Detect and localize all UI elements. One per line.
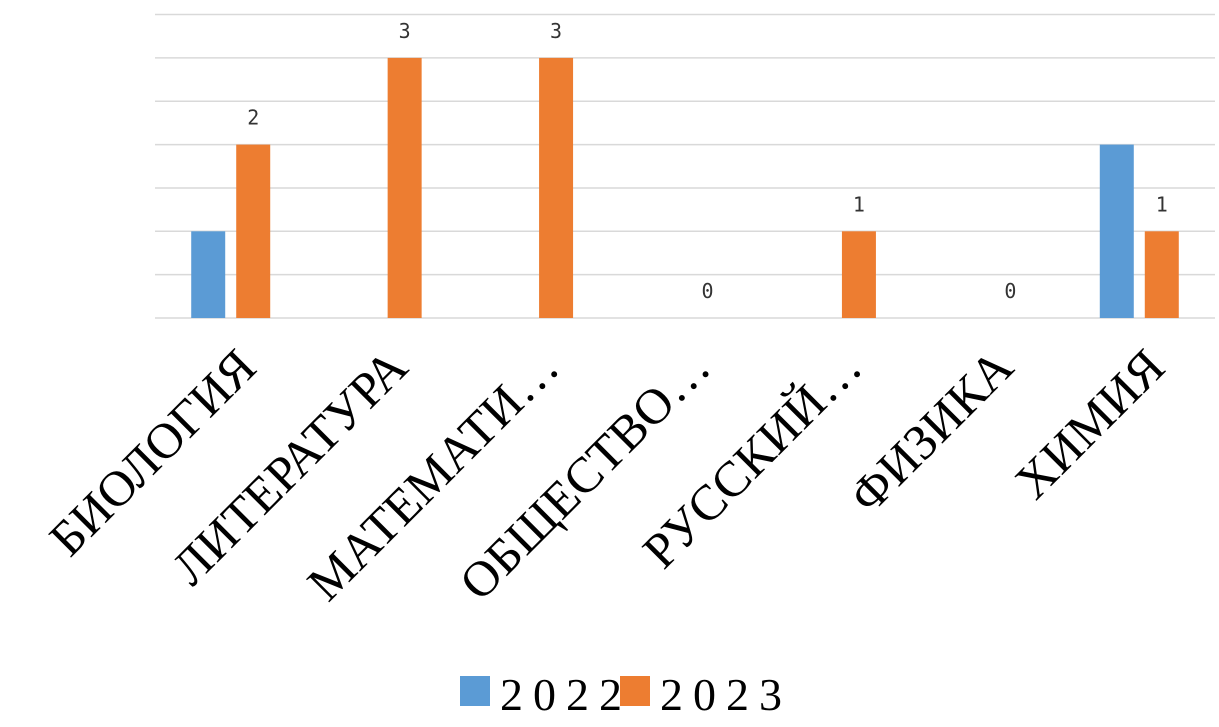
legend-label: 2022	[500, 669, 632, 720]
legend: 2022 2023	[460, 669, 792, 720]
bar-layer	[191, 57, 1179, 319]
data-label: 3	[399, 19, 411, 43]
x-tick-label: ФИЗИКА	[838, 338, 1023, 523]
x-tick-label: ХИМИЯ	[1004, 338, 1175, 509]
bar-2022-0	[191, 231, 226, 318]
legend-swatch-2022	[460, 676, 490, 706]
grid-layer	[155, 13, 1215, 319]
bar-2023-1	[387, 57, 422, 319]
data-label: 1	[853, 192, 865, 216]
data-label: 3	[550, 19, 562, 43]
bar-2023-4	[841, 231, 876, 318]
data-label: 0	[1004, 279, 1016, 303]
data-label-layer: 3 3 2 0 1 0 1	[247, 19, 1168, 303]
bar-2023-6	[1144, 231, 1179, 318]
category-label-layer: БИОЛОГИЯЛИТЕРАТУРАМАТЕМАТИ…ОБЩЕСТВО…РУСС…	[38, 338, 1175, 611]
bar-2023-2	[539, 57, 574, 319]
bar-2022-6	[1099, 144, 1134, 318]
bar-2023-0	[236, 144, 271, 318]
data-label: 0	[701, 279, 713, 303]
data-label: 2	[247, 106, 259, 130]
data-label: 1	[1156, 192, 1168, 216]
legend-swatch-2023	[620, 676, 650, 706]
legend-label: 2023	[660, 669, 792, 720]
